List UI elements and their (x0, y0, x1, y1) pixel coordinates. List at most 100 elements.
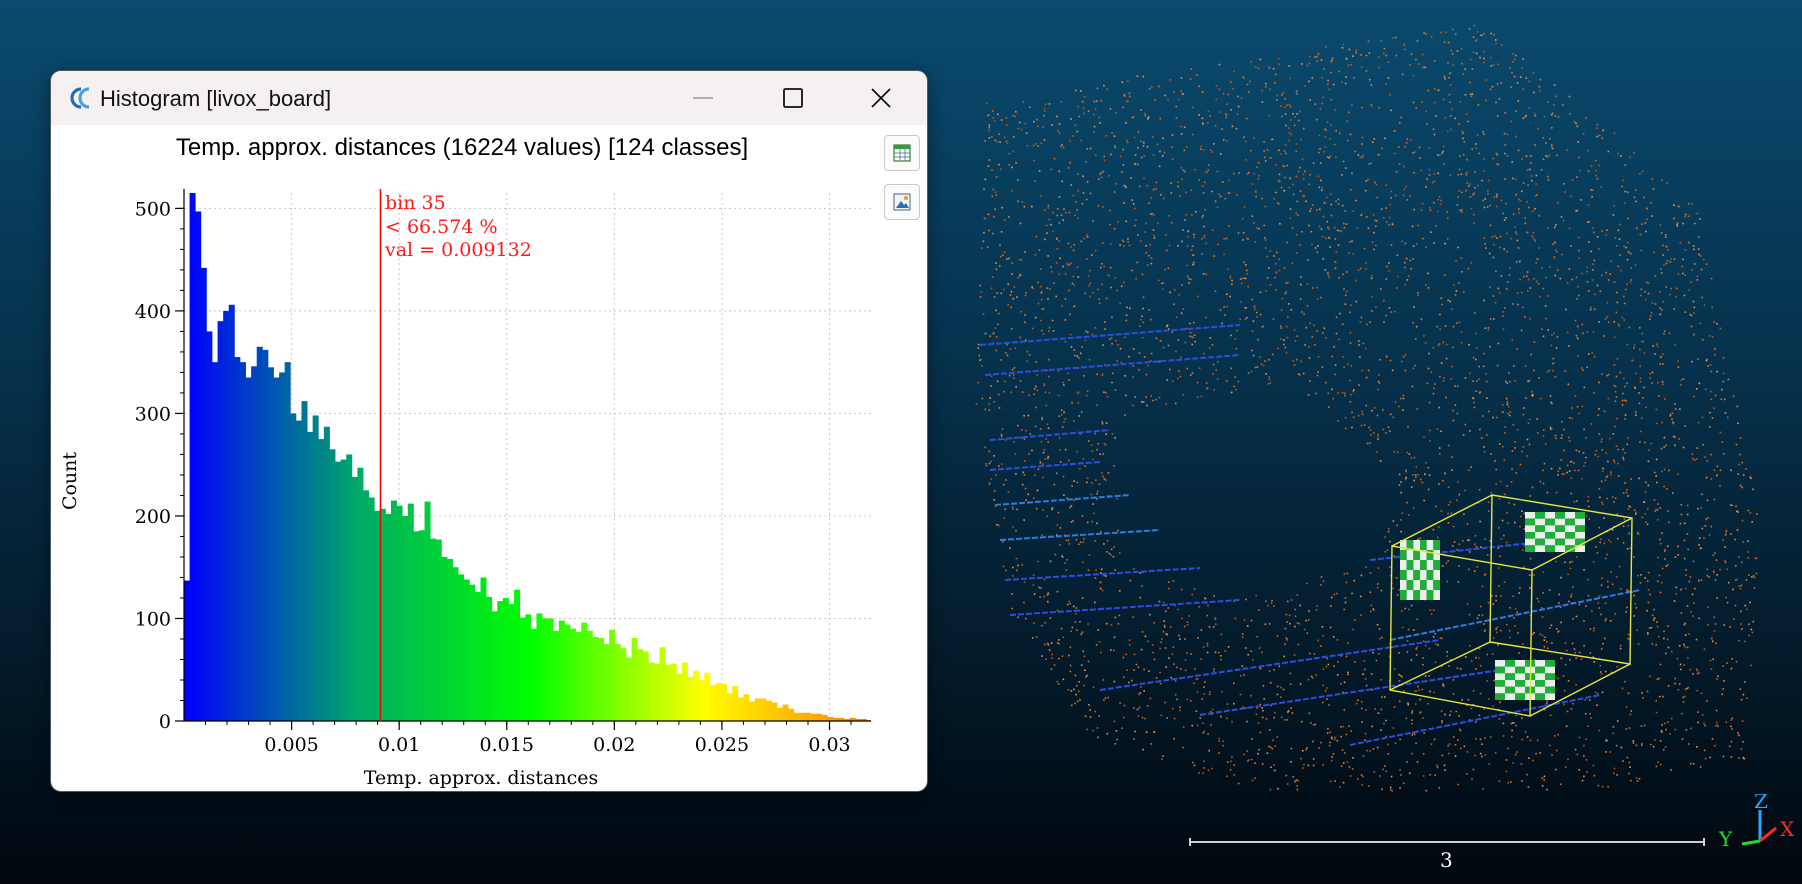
bbox-edge (1391, 494, 1493, 547)
checkerboard-cell (1515, 680, 1525, 687)
checkerboard-cell (1545, 673, 1555, 680)
histogram-bar (312, 415, 319, 721)
histogram-bar (575, 631, 582, 721)
checkerboard-cell (1545, 538, 1555, 546)
histogram-bar (435, 539, 442, 721)
histogram-bar (665, 664, 672, 721)
histogram-bar (558, 620, 565, 721)
x-axis-ticks: 0.005 0.01 0.015 0.02 0.025 0.03 (264, 721, 851, 756)
histogram-bar (346, 454, 353, 721)
histogram-bar (821, 714, 828, 721)
histogram-bar (676, 673, 683, 721)
checkerboard-cell (1495, 660, 1505, 667)
checkerboard-cell (1525, 538, 1535, 546)
checkerboard-cell (1535, 673, 1545, 680)
checkerboard-cell (1406, 540, 1414, 550)
export-csv-icon (893, 144, 911, 162)
histogram-bar (463, 579, 470, 721)
histogram-bar (329, 449, 336, 721)
histogram-chart[interactable]: Temp. approx. distances (16224 values) [… (51, 125, 871, 791)
histogram-bar (698, 679, 705, 721)
scan-line (989, 429, 1111, 441)
checkerboard-cell (1515, 666, 1525, 674)
point-cloud-points (977, 24, 1758, 791)
histogram-bar (413, 531, 420, 721)
histogram-bar (597, 637, 604, 721)
histogram-bar (586, 630, 593, 721)
histogram-bar (284, 362, 291, 721)
histogram-bar (469, 584, 476, 721)
minimize-button[interactable] (657, 71, 749, 125)
histogram-bar (262, 349, 269, 721)
checkerboard-cell (1505, 693, 1515, 700)
maximize-button[interactable] (747, 71, 839, 125)
checkerboard-cell (1515, 686, 1525, 694)
checkerboard-cell (1420, 580, 1427, 590)
histogram-bar (771, 702, 778, 721)
y-tick-label: 400 (135, 301, 171, 323)
histogram-bar (474, 591, 481, 721)
histogram-bar (749, 701, 756, 721)
histogram-bar (357, 467, 364, 721)
histogram-bar (765, 700, 772, 721)
histogram-bar (446, 559, 453, 721)
histogram-bar (536, 613, 543, 721)
export-image-button[interactable] (884, 184, 920, 220)
window-title: Histogram [livox_board] (100, 86, 332, 111)
histogram-bar (508, 604, 515, 721)
checkerboard-cell (1515, 693, 1525, 700)
checkerboard-cell (1433, 550, 1440, 560)
histogram-window[interactable]: Histogram [livox_board] Temp. approx. di… (51, 71, 927, 791)
cursor-value-label: val = 0.009132 (384, 239, 532, 261)
histogram-bar (301, 401, 308, 721)
histogram-bar (681, 662, 688, 721)
x-tick-label: 0.005 (264, 734, 318, 756)
checkerboard-cell (1433, 540, 1440, 550)
histogram-bar (502, 597, 509, 721)
histogram-bar (351, 476, 358, 721)
checkerboard-cell (1535, 518, 1545, 526)
histogram-bar (424, 501, 431, 721)
histogram-bar (200, 267, 207, 721)
scan-line (999, 529, 1161, 541)
histogram-bar (726, 693, 733, 721)
histogram-bar (491, 611, 498, 721)
checkerboard-cell (1535, 666, 1545, 674)
histogram-bar (407, 503, 414, 721)
histogram-bar (396, 505, 403, 721)
checkerboard-cell (1555, 538, 1565, 546)
y-tick-label: 100 (135, 608, 171, 630)
chart-axes (180, 189, 871, 725)
title-bar[interactable]: Histogram [livox_board] (51, 71, 927, 125)
checkerboard-cell (1505, 660, 1515, 667)
histogram-bar (855, 718, 862, 721)
x-tick-label: 0.03 (808, 734, 850, 756)
histogram-bar (693, 670, 700, 721)
histogram-bar (737, 697, 744, 721)
checkerboard-cell (1575, 532, 1585, 539)
checkerboard-cell (1426, 570, 1434, 580)
checkerboard-cell (1515, 660, 1525, 667)
checkerboard-cell (1535, 525, 1545, 532)
axes-gizmo: Z Y X (1718, 794, 1795, 851)
scan-line (989, 461, 1101, 471)
histogram-bar (279, 372, 286, 721)
histogram-bar (251, 366, 258, 721)
checkerboard-cell (1406, 590, 1414, 600)
cursor-bin-label: bin 35 (385, 192, 446, 214)
axis-x-label: X (1780, 817, 1795, 841)
checkerboard-cell (1525, 532, 1535, 539)
histogram-bar (799, 712, 806, 721)
checkerboard-cell (1565, 532, 1575, 539)
histogram-bar (637, 649, 644, 721)
cloudcompare-logo-icon (70, 87, 90, 109)
histogram-bar (810, 713, 817, 721)
histogram-bar (732, 686, 739, 721)
histogram-bar (609, 629, 616, 721)
close-button[interactable] (835, 71, 927, 125)
export-csv-button[interactable] (884, 135, 920, 171)
histogram-bar (273, 377, 280, 721)
x-tick-label: 0.01 (378, 734, 420, 756)
